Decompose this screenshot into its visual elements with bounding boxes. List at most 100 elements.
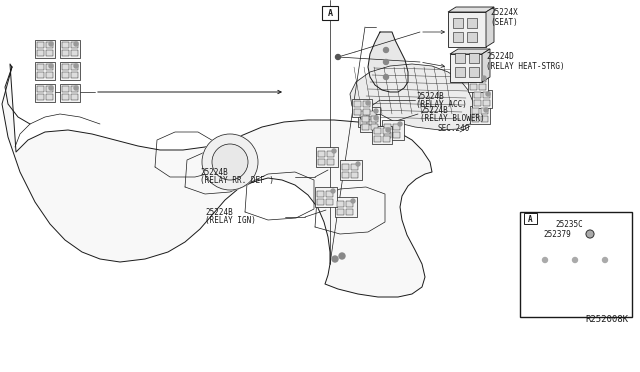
Bar (35, 40, 55, 58)
Bar (37, 94, 44, 100)
Bar (351, 172, 358, 178)
Bar (448, 12, 486, 47)
Bar (46, 42, 53, 48)
Circle shape (74, 42, 78, 46)
Bar (362, 124, 369, 130)
Bar (382, 120, 404, 140)
Bar (318, 159, 325, 165)
Text: (RELAY HEAT-STRG): (RELAY HEAT-STRG) (486, 61, 564, 71)
Text: SEC.240: SEC.240 (438, 124, 470, 132)
Circle shape (331, 189, 335, 193)
Bar (474, 100, 481, 106)
Bar (479, 76, 486, 82)
Bar (455, 53, 465, 63)
Bar (467, 18, 477, 28)
Circle shape (332, 256, 338, 262)
Bar (346, 209, 353, 215)
Bar (71, 72, 78, 78)
Bar (369, 111, 376, 117)
Text: 252379: 252379 (543, 230, 571, 238)
Circle shape (366, 101, 370, 105)
Circle shape (332, 149, 336, 153)
Bar (317, 191, 324, 197)
Polygon shape (486, 7, 494, 47)
Bar (363, 109, 370, 115)
Text: A: A (528, 215, 532, 224)
Bar (483, 100, 490, 106)
Circle shape (383, 60, 388, 64)
Circle shape (573, 257, 577, 263)
Polygon shape (526, 246, 618, 274)
Bar (360, 114, 380, 132)
Bar (60, 62, 80, 80)
Bar (374, 128, 381, 134)
Polygon shape (2, 64, 432, 297)
Bar (383, 136, 390, 142)
Bar (467, 32, 477, 42)
Bar (62, 50, 69, 56)
Bar (481, 108, 488, 114)
Bar (483, 92, 490, 98)
Bar (46, 72, 53, 78)
Bar (470, 106, 490, 124)
Bar (374, 136, 381, 142)
Bar (35, 62, 55, 80)
Circle shape (49, 86, 53, 90)
Circle shape (339, 253, 345, 259)
Text: 25224B: 25224B (200, 167, 228, 176)
Bar (524, 213, 537, 224)
Text: 25224B: 25224B (416, 92, 444, 100)
Bar (369, 119, 376, 125)
Bar (455, 67, 465, 77)
Circle shape (212, 144, 248, 180)
Bar (342, 164, 349, 170)
Bar (71, 86, 78, 92)
Polygon shape (448, 7, 494, 12)
Polygon shape (350, 64, 475, 130)
Bar (62, 72, 69, 78)
Bar (468, 74, 488, 92)
Bar (354, 109, 361, 115)
Bar (337, 209, 344, 215)
Bar (372, 126, 392, 144)
Text: 25224B: 25224B (205, 208, 233, 217)
Text: A: A (328, 9, 333, 17)
Bar (340, 160, 362, 180)
Bar (335, 197, 357, 217)
Bar (360, 111, 367, 117)
Bar (453, 18, 463, 28)
Bar (71, 64, 78, 70)
Circle shape (49, 64, 53, 68)
Bar (46, 64, 53, 70)
Bar (346, 201, 353, 207)
Bar (351, 164, 358, 170)
Circle shape (383, 74, 388, 80)
Bar (384, 124, 391, 130)
Bar (472, 90, 492, 108)
Circle shape (374, 109, 378, 113)
Bar (327, 159, 334, 165)
Circle shape (202, 134, 258, 190)
Bar (474, 92, 481, 98)
Bar (383, 128, 390, 134)
Circle shape (398, 122, 402, 126)
Bar (360, 119, 367, 125)
Bar (470, 76, 477, 82)
Text: (RELAY ACC): (RELAY ACC) (416, 99, 467, 109)
Bar (469, 67, 479, 77)
Bar (60, 84, 80, 102)
Circle shape (49, 42, 53, 46)
Circle shape (602, 257, 607, 263)
Bar (37, 72, 44, 78)
Bar (37, 42, 44, 48)
Bar (35, 84, 55, 102)
Bar (342, 172, 349, 178)
Circle shape (386, 128, 390, 132)
Bar (326, 191, 333, 197)
Circle shape (356, 162, 360, 166)
Bar (352, 99, 372, 117)
Text: R252008K: R252008K (585, 315, 628, 324)
Bar (472, 108, 479, 114)
Bar (37, 86, 44, 92)
Bar (450, 54, 482, 82)
